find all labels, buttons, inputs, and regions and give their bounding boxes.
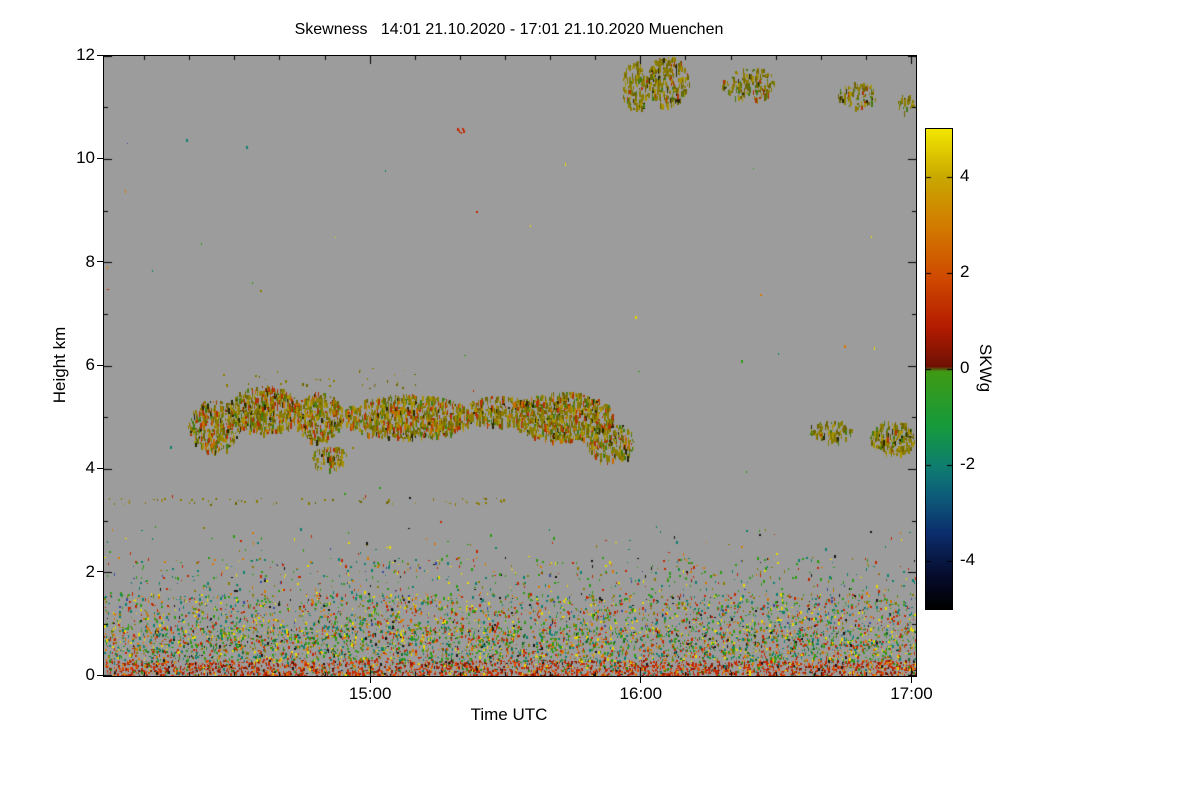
y-tick-label: 0 xyxy=(85,665,95,684)
y-tick-mark xyxy=(97,54,103,56)
y-tick-label: 4 xyxy=(85,458,95,478)
colorbar-tick-label: 4 xyxy=(960,166,970,185)
x-tick-mark xyxy=(640,677,642,683)
y-tick-label: 2 xyxy=(85,561,95,581)
colorbar-tick-label: -2 xyxy=(960,454,976,473)
y-tick-mark xyxy=(97,571,103,573)
y-tick-label: 6 xyxy=(85,355,95,374)
y-tick-mark xyxy=(97,467,103,469)
colorbar-label: SKWg xyxy=(976,343,995,393)
plot-area xyxy=(103,55,917,677)
y-tick-mark xyxy=(97,157,103,159)
y-tick-mark xyxy=(97,261,103,263)
colorbar-canvas xyxy=(926,129,952,609)
heatmap-canvas xyxy=(104,56,916,676)
colorbar xyxy=(925,128,953,610)
colorbar-tick-label: -4 xyxy=(960,550,976,569)
y-tick-mark xyxy=(97,674,103,676)
colorbar-tick-label: 2 xyxy=(960,262,970,281)
x-tick-mark xyxy=(910,677,912,683)
x-tick-mark xyxy=(369,677,371,683)
y-tick-label: 12 xyxy=(76,45,95,64)
y-tick-label: 10 xyxy=(76,148,95,168)
x-tick-label: 15:00 xyxy=(348,684,392,703)
x-tick-label: 16:00 xyxy=(619,684,663,703)
chart-title: Skewness 14:01 21.10.2020 - 17:01 21.10.… xyxy=(294,21,724,38)
x-axis-label: Time UTC xyxy=(470,705,548,724)
y-tick-mark xyxy=(97,364,103,366)
y-tick-label: 8 xyxy=(85,251,95,271)
x-tick-label: 17:00 xyxy=(890,684,933,703)
colorbar-tick-label: 0 xyxy=(960,358,970,377)
